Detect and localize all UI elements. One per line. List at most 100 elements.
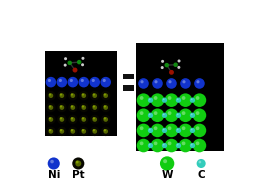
Circle shape bbox=[68, 103, 77, 112]
Circle shape bbox=[60, 117, 62, 119]
Circle shape bbox=[198, 161, 201, 163]
Circle shape bbox=[138, 78, 149, 89]
Circle shape bbox=[154, 141, 157, 145]
Circle shape bbox=[82, 93, 84, 96]
Circle shape bbox=[73, 68, 77, 73]
Circle shape bbox=[191, 144, 193, 146]
Circle shape bbox=[196, 111, 200, 115]
Circle shape bbox=[59, 129, 64, 134]
Circle shape bbox=[140, 111, 144, 115]
Circle shape bbox=[191, 114, 193, 115]
Circle shape bbox=[101, 127, 110, 136]
Circle shape bbox=[57, 77, 67, 88]
Circle shape bbox=[165, 93, 178, 107]
Circle shape bbox=[179, 93, 192, 107]
Circle shape bbox=[173, 63, 178, 67]
Circle shape bbox=[190, 143, 195, 148]
Circle shape bbox=[163, 98, 164, 100]
Circle shape bbox=[46, 91, 56, 100]
Circle shape bbox=[90, 91, 99, 100]
Circle shape bbox=[177, 114, 178, 115]
Bar bbox=[123, 85, 134, 91]
Circle shape bbox=[148, 128, 153, 133]
Circle shape bbox=[162, 143, 167, 148]
Circle shape bbox=[93, 105, 95, 108]
Circle shape bbox=[178, 60, 181, 63]
Text: Pt: Pt bbox=[72, 170, 85, 180]
Circle shape bbox=[140, 80, 144, 83]
Circle shape bbox=[92, 105, 97, 110]
Circle shape bbox=[194, 78, 205, 89]
Circle shape bbox=[163, 159, 167, 163]
Circle shape bbox=[196, 80, 200, 83]
Circle shape bbox=[93, 129, 95, 131]
Circle shape bbox=[49, 93, 51, 96]
Circle shape bbox=[197, 159, 206, 168]
Circle shape bbox=[46, 115, 56, 124]
Circle shape bbox=[50, 160, 54, 163]
Text: Ni: Ni bbox=[48, 170, 60, 180]
Circle shape bbox=[79, 91, 89, 100]
Circle shape bbox=[93, 117, 95, 119]
Circle shape bbox=[82, 105, 86, 110]
Circle shape bbox=[179, 108, 192, 122]
Circle shape bbox=[154, 80, 158, 83]
Circle shape bbox=[68, 61, 72, 65]
Circle shape bbox=[81, 63, 84, 66]
Circle shape bbox=[89, 77, 100, 88]
Circle shape bbox=[79, 115, 89, 124]
Circle shape bbox=[160, 156, 174, 171]
Circle shape bbox=[182, 141, 185, 145]
Circle shape bbox=[71, 129, 73, 131]
Circle shape bbox=[92, 93, 97, 98]
Circle shape bbox=[193, 139, 206, 152]
Circle shape bbox=[180, 78, 191, 89]
Circle shape bbox=[82, 129, 84, 131]
Circle shape bbox=[81, 79, 84, 82]
Circle shape bbox=[165, 139, 178, 152]
Circle shape bbox=[60, 105, 62, 108]
Circle shape bbox=[154, 126, 157, 130]
Circle shape bbox=[59, 105, 64, 110]
Text: W: W bbox=[161, 170, 173, 180]
Circle shape bbox=[163, 144, 164, 146]
Circle shape bbox=[46, 103, 56, 112]
Circle shape bbox=[70, 117, 75, 122]
Circle shape bbox=[149, 144, 151, 146]
Circle shape bbox=[76, 160, 79, 163]
Circle shape bbox=[164, 63, 169, 67]
Circle shape bbox=[196, 141, 200, 145]
Circle shape bbox=[163, 129, 164, 130]
Circle shape bbox=[168, 96, 171, 100]
Circle shape bbox=[168, 80, 171, 83]
Circle shape bbox=[93, 93, 95, 96]
Circle shape bbox=[163, 114, 164, 115]
Circle shape bbox=[68, 115, 77, 124]
Circle shape bbox=[57, 115, 67, 124]
Circle shape bbox=[165, 124, 178, 137]
Circle shape bbox=[168, 141, 171, 145]
Circle shape bbox=[79, 127, 89, 136]
Circle shape bbox=[148, 113, 153, 118]
Circle shape bbox=[70, 79, 73, 82]
Circle shape bbox=[100, 77, 111, 88]
Circle shape bbox=[92, 117, 97, 122]
Circle shape bbox=[103, 93, 108, 98]
Circle shape bbox=[46, 127, 56, 136]
Circle shape bbox=[169, 70, 174, 75]
Circle shape bbox=[70, 105, 75, 110]
Circle shape bbox=[193, 108, 206, 122]
Circle shape bbox=[162, 98, 167, 103]
Circle shape bbox=[77, 60, 82, 64]
Circle shape bbox=[154, 96, 157, 100]
Bar bbox=[136, 43, 224, 151]
Circle shape bbox=[196, 126, 200, 130]
Circle shape bbox=[82, 57, 85, 60]
Circle shape bbox=[162, 113, 167, 118]
Circle shape bbox=[103, 105, 108, 110]
Circle shape bbox=[48, 157, 60, 170]
Circle shape bbox=[79, 77, 89, 88]
Circle shape bbox=[49, 117, 53, 122]
Circle shape bbox=[49, 93, 53, 98]
Circle shape bbox=[104, 93, 106, 96]
